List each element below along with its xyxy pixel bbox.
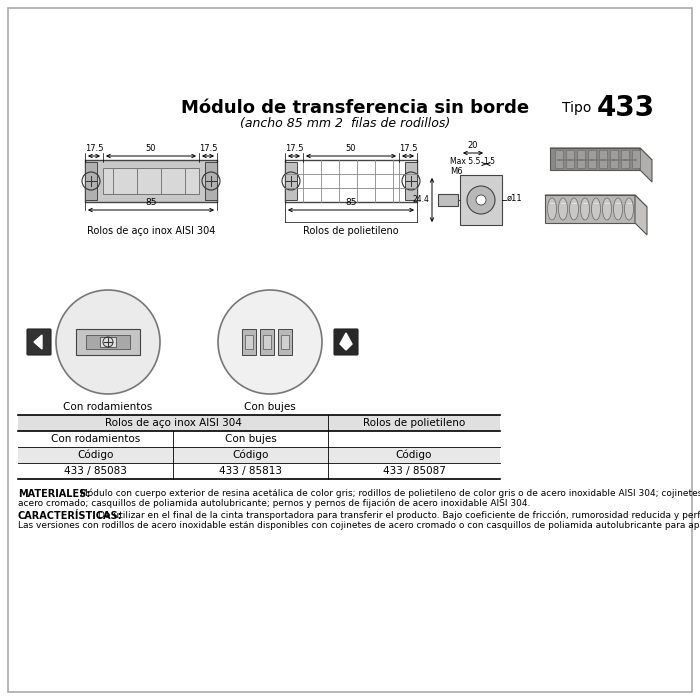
Text: M6: M6: [450, 167, 463, 176]
Circle shape: [218, 290, 322, 394]
Circle shape: [56, 290, 160, 394]
Text: De utilizar en el final de la cinta transportadora para transferir el producto. : De utilizar en el final de la cinta tran…: [98, 511, 700, 521]
Text: 17.5: 17.5: [285, 144, 303, 153]
Text: MATERIALES:: MATERIALES:: [18, 489, 90, 499]
Text: CARACTERÍSTICAS:: CARACTERÍSTICAS:: [18, 511, 122, 521]
Bar: [260, 329, 274, 355]
Text: Con bujes: Con bujes: [225, 434, 276, 444]
Bar: [460, 175, 502, 225]
Text: 20: 20: [468, 141, 478, 150]
Bar: [405, 162, 417, 200]
Bar: [588, 150, 596, 168]
Bar: [85, 160, 217, 202]
Text: Con rodamientos: Con rodamientos: [64, 402, 153, 412]
Polygon shape: [545, 195, 647, 207]
Text: Rolos de aço inox AISI 304: Rolos de aço inox AISI 304: [87, 226, 215, 236]
Text: 1.5: 1.5: [483, 157, 495, 165]
FancyBboxPatch shape: [27, 329, 51, 355]
Text: Módulo con cuerpo exterior de resina acetálica de color gris; rodillos de poliet: Módulo con cuerpo exterior de resina ace…: [80, 489, 700, 498]
Text: 433 / 85813: 433 / 85813: [219, 466, 282, 476]
Text: Código: Código: [232, 450, 269, 461]
Ellipse shape: [613, 198, 622, 220]
Bar: [18, 415, 500, 431]
Ellipse shape: [570, 198, 578, 220]
Bar: [621, 150, 629, 168]
FancyBboxPatch shape: [334, 329, 358, 355]
Bar: [632, 150, 640, 168]
Polygon shape: [340, 333, 352, 350]
Text: 50: 50: [146, 144, 156, 153]
Text: Rolos de polietileno: Rolos de polietileno: [363, 418, 465, 428]
Text: 433: 433: [597, 94, 655, 122]
Text: 17.5: 17.5: [399, 144, 417, 153]
Ellipse shape: [624, 198, 634, 220]
Text: 17.5: 17.5: [85, 144, 104, 153]
Text: Con bujes: Con bujes: [244, 402, 296, 412]
Bar: [610, 150, 618, 168]
Bar: [103, 168, 199, 194]
Text: 17.5: 17.5: [199, 144, 217, 153]
Bar: [285, 162, 297, 200]
Bar: [86, 335, 130, 349]
Text: Código: Código: [395, 450, 432, 461]
Text: Rolos de polietileno: Rolos de polietileno: [303, 226, 399, 236]
Text: Módulo de transferencia sin borde: Módulo de transferencia sin borde: [181, 99, 529, 117]
Bar: [205, 162, 217, 200]
Bar: [85, 162, 97, 200]
Circle shape: [467, 186, 495, 214]
Ellipse shape: [547, 198, 556, 220]
Bar: [278, 329, 292, 355]
Text: Rolos de aço inox AISI 304: Rolos de aço inox AISI 304: [104, 418, 242, 428]
Polygon shape: [640, 148, 652, 182]
Text: 433 / 85083: 433 / 85083: [64, 466, 127, 476]
Ellipse shape: [559, 198, 568, 220]
Text: 85: 85: [146, 198, 157, 207]
Text: ø11: ø11: [507, 193, 523, 202]
Ellipse shape: [592, 198, 601, 220]
Ellipse shape: [603, 198, 612, 220]
Bar: [577, 150, 585, 168]
Ellipse shape: [580, 198, 589, 220]
Bar: [100, 337, 116, 347]
Bar: [263, 335, 271, 349]
Text: Max 5.5: Max 5.5: [450, 157, 480, 165]
Bar: [285, 160, 417, 202]
Bar: [438, 194, 458, 206]
Bar: [281, 335, 289, 349]
Text: (ancho 85 mm 2  filas de rodillos): (ancho 85 mm 2 filas de rodillos): [240, 116, 450, 130]
Bar: [566, 150, 574, 168]
Bar: [599, 150, 607, 168]
Polygon shape: [545, 195, 635, 223]
Bar: [18, 447, 500, 463]
Polygon shape: [550, 148, 640, 170]
Circle shape: [476, 195, 486, 205]
Bar: [245, 335, 253, 349]
Text: Las versiones con rodillos de acero inoxidable están disponibles con cojinetes d: Las versiones con rodillos de acero inox…: [18, 521, 700, 530]
Text: 24.4: 24.4: [412, 195, 429, 204]
Text: Código: Código: [77, 450, 113, 461]
Text: 50: 50: [346, 144, 356, 153]
Text: Con rodamientos: Con rodamientos: [51, 434, 140, 444]
Bar: [242, 329, 256, 355]
Bar: [555, 150, 563, 168]
Bar: [76, 329, 140, 355]
Text: Tipo: Tipo: [562, 101, 592, 115]
Polygon shape: [34, 335, 42, 349]
Text: acero cromado; casquillos de poliamida autolubricante; pernos y pernos de fijaci: acero cromado; casquillos de poliamida a…: [18, 499, 531, 508]
Text: 433 / 85087: 433 / 85087: [383, 466, 445, 476]
Text: 85: 85: [345, 198, 357, 207]
Polygon shape: [635, 195, 647, 235]
Polygon shape: [550, 148, 652, 160]
